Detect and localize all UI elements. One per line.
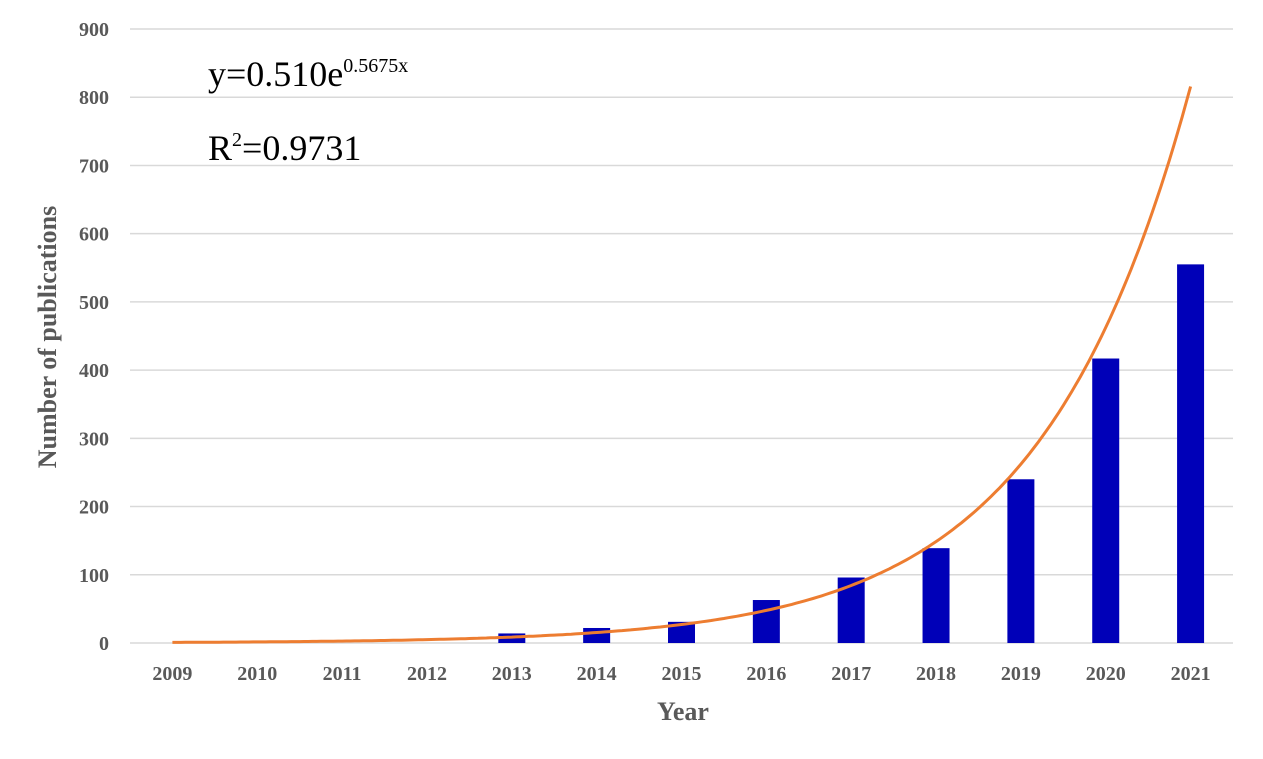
y-tick-label: 600	[79, 224, 109, 246]
equation-base: y=0.510e	[208, 54, 343, 94]
r-squared-label: R2=0.9731	[208, 128, 361, 168]
bar	[752, 600, 780, 643]
bar	[668, 621, 695, 643]
x-tick-label: 2012	[407, 663, 447, 685]
y-tick-label: 200	[79, 497, 109, 519]
gridlines	[130, 28, 1233, 644]
y-tick-label: 0	[99, 633, 109, 655]
bar	[583, 627, 611, 643]
y-tick-label: 300	[79, 428, 109, 450]
bar	[837, 577, 865, 643]
y-tick-label: 900	[79, 19, 109, 41]
r2-value: =0.9731	[242, 128, 361, 168]
x-tick-label: 2017	[831, 663, 871, 685]
x-tick-label: 2013	[492, 663, 532, 685]
r2-letter: R	[208, 128, 232, 168]
bar	[1177, 264, 1205, 643]
x-axis-title: Year	[657, 697, 709, 726]
y-axis-title: Number of publications	[33, 206, 62, 468]
y-tick-label: 700	[79, 155, 109, 177]
x-tick-label: 2020	[1086, 663, 1126, 685]
r2-superscript: 2	[232, 129, 242, 151]
x-axis-ticks: 2009 2010 2011 2012 2013 2014 2015 2016 2017 2018…	[152, 663, 1210, 685]
bar	[922, 548, 950, 643]
y-tick-label: 400	[79, 360, 109, 382]
x-tick-label: 2011	[323, 663, 362, 685]
x-tick-label: 2016	[746, 663, 786, 685]
y-tick-label: 800	[79, 87, 109, 109]
bar	[1092, 358, 1120, 643]
x-tick-label: 2018	[916, 663, 956, 685]
exponential-trendline	[172, 86, 1193, 644]
y-tick-label: 100	[79, 565, 109, 587]
x-tick-label: 2021	[1171, 663, 1211, 685]
x-tick-label: 2019	[1001, 663, 1041, 685]
x-tick-label: 2010	[237, 663, 277, 685]
bar	[1007, 479, 1035, 643]
trendline-equation: y=0.510e0.5675x	[208, 54, 408, 94]
y-tick-label: 500	[79, 292, 109, 314]
y-axis-ticks: 0 100 200 300 400 500 600 700 800 900	[79, 19, 109, 655]
equation-exponent: 0.5675x	[343, 55, 408, 77]
x-tick-label: 2009	[152, 663, 192, 685]
x-tick-label: 2014	[577, 663, 617, 685]
x-tick-label: 2015	[662, 663, 702, 685]
